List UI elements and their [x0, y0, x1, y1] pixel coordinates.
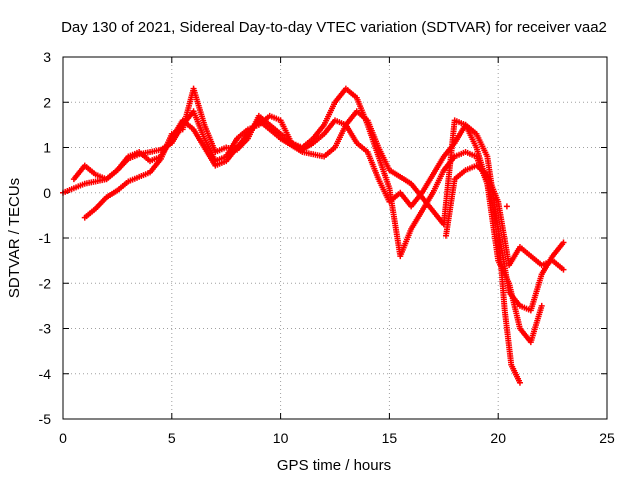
plot-frame [62, 56, 608, 420]
y-tick-label: -5 [39, 411, 52, 427]
y-tick-label: -2 [39, 275, 52, 291]
data-point [560, 239, 567, 246]
y-tick-label: -4 [39, 366, 52, 382]
x-tick-label: 5 [168, 430, 176, 446]
y-tick-label: 1 [43, 140, 51, 156]
axis-ticks: 0 5 10 15 20 25 -5 -4 -3 -2 -1 0 1 2 3 [39, 49, 615, 446]
x-tick-label: 20 [490, 430, 506, 446]
x-tick-label: 25 [599, 430, 615, 446]
data-point [516, 379, 523, 386]
y-tick-label: 2 [43, 94, 51, 110]
chart-title: Day 130 of 2021, Sidereal Day-to-day VTE… [61, 19, 607, 36]
data-point [503, 203, 510, 210]
data-point [538, 302, 545, 309]
x-tick-label: 15 [382, 430, 398, 446]
x-tick-label: 0 [59, 430, 67, 446]
y-tick-label: 3 [43, 49, 51, 65]
data-points [60, 85, 567, 386]
y-axis-label: SDTVAR / TECUs [6, 178, 23, 298]
y-tick-label: -3 [39, 321, 52, 337]
x-tick-label: 10 [273, 430, 289, 446]
x-axis-label: GPS time / hours [277, 457, 391, 474]
y-tick-label: 0 [43, 185, 51, 201]
data-point [560, 266, 567, 273]
y-tick-label: -1 [39, 230, 52, 246]
grid-lines [63, 57, 607, 419]
